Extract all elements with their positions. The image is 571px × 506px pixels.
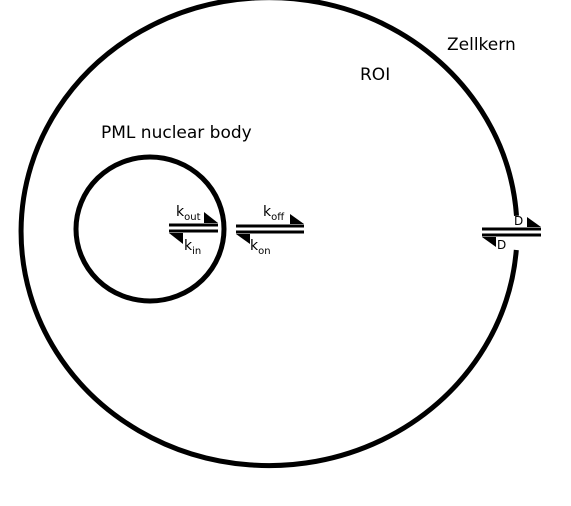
rate-d-forward: D [514, 214, 523, 228]
body-exchange-arrows [169, 212, 218, 244]
roi-label: ROI [360, 65, 390, 85]
pml-body-circle [73, 154, 227, 304]
rate-d-backward: D [497, 238, 506, 252]
diffusion-arrows [482, 217, 541, 247]
rate-k-off: koff [263, 204, 285, 223]
nucleus-label: Zellkern [447, 35, 516, 55]
body-label: PML nuclear body [101, 123, 252, 143]
binding-exchange-arrows [236, 214, 304, 244]
rate-k-on: kon [250, 238, 271, 257]
roi-circle [18, 0, 519, 469]
rate-k-out: kout [176, 204, 201, 223]
rate-k-in: kin [184, 238, 201, 257]
